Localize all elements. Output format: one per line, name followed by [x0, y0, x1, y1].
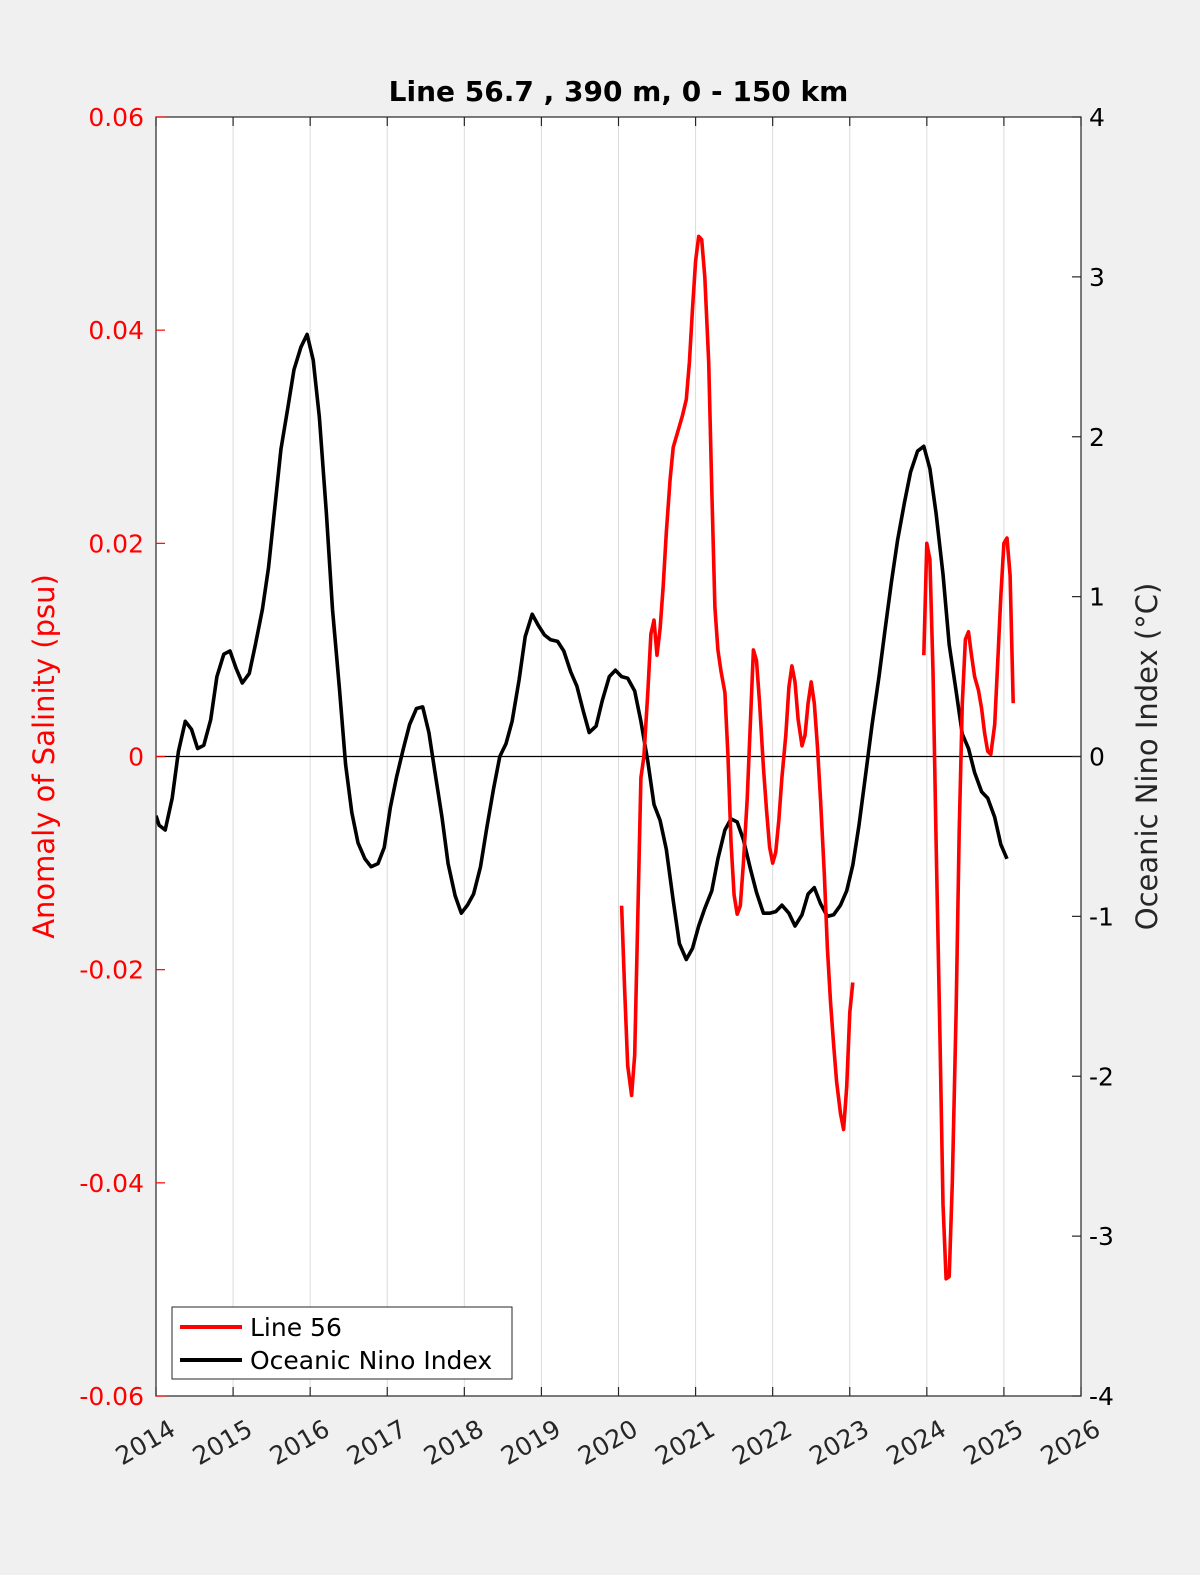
right-y-tick-label: 1: [1089, 583, 1105, 612]
right-y-tick-label: -1: [1089, 902, 1114, 931]
left-y-tick-label: 0.04: [88, 316, 144, 345]
right-y-tick-label: 0: [1089, 743, 1105, 772]
series-layer: [156, 234, 1015, 1281]
legend-box: [171, 1306, 513, 1380]
series-oni-segment-0: [156, 332, 1009, 962]
right-y-tick-label: 2: [1089, 423, 1105, 452]
left-y-tick-label: 0.02: [88, 529, 144, 558]
right-axis-title: Oceanic Nino Index (°C): [1130, 583, 1164, 931]
left-y-tick-label: -0.02: [79, 956, 144, 985]
legend-label-oni: Oceanic Nino Index: [250, 1346, 492, 1375]
right-y-axis: -4 -3 -2 -1 0 1 2 3 4: [1072, 103, 1114, 1411]
right-y-tick-label: 4: [1089, 103, 1105, 132]
left-y-tick-label: -0.06: [79, 1382, 144, 1411]
legend-label-line-56: Line 56: [250, 1313, 342, 1342]
series-line-56-segment-1: [922, 536, 1015, 1281]
left-axis-title: Anomaly of Salinity (psu): [27, 574, 61, 939]
left-y-tick-label: 0: [128, 743, 144, 772]
left-y-tick-label: 0.06: [88, 103, 144, 132]
series-line-56-segment-0: [619, 234, 855, 1132]
chart-title: Line 56.7 , 390 m, 0 - 150 km: [389, 75, 849, 108]
left-y-axis: -0.06 -0.04 -0.02 0 0.02 0.04 0.06: [79, 103, 165, 1411]
right-y-tick-label: -3: [1089, 1222, 1114, 1251]
right-y-tick-label: -4: [1089, 1382, 1114, 1411]
right-y-tick-label: -2: [1089, 1062, 1114, 1091]
legend: Line 56 Oceanic Nino Index: [171, 1306, 513, 1380]
left-y-tick-label: -0.04: [79, 1169, 144, 1198]
right-y-tick-label: 3: [1089, 263, 1105, 292]
